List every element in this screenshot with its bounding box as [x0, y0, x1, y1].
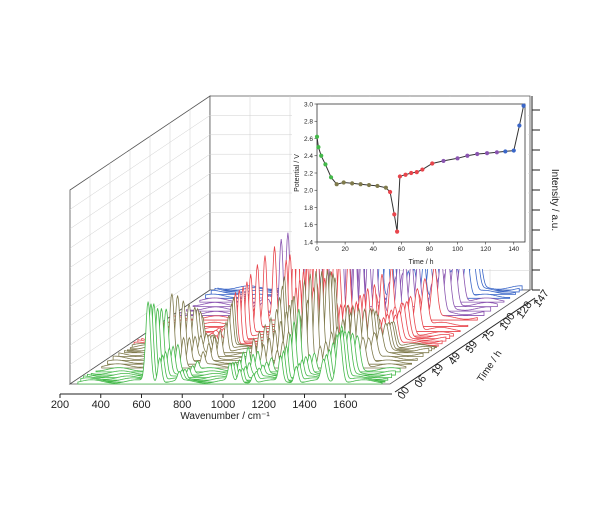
inset-x-tick-label: 120 [480, 246, 491, 253]
inset-x-tick-label: 100 [452, 246, 463, 253]
time-tick-label: 00 [396, 385, 413, 402]
x-ticks: 200 400 600 800 1000 1200 1400 1600 [51, 394, 357, 411]
inset-x-label: Time / h [408, 259, 433, 266]
inset-data-point [484, 151, 490, 156]
time-tick-mark [533, 299, 539, 302]
inset-y-tick-label: 2.2 [304, 170, 313, 177]
inset-y-tick-label: 2.4 [304, 153, 313, 160]
grid-line [69, 212, 211, 307]
inset-data-point [403, 172, 408, 177]
inset-ticks: 1.4 1.6 1.8 2.0 2.2 2.4 2.6 2.8 3.0 0 20 40 60 80 100 1… [304, 101, 520, 253]
grid-line [69, 231, 211, 327]
time-tick-mark [516, 311, 522, 313]
inset-data-point [375, 183, 380, 189]
inset-x-tick-label: 0 [315, 246, 319, 253]
inset-data-point [392, 212, 397, 217]
time-axis-line [394, 297, 536, 393]
inset-data-point [358, 182, 363, 187]
x-tick-label: 200 [51, 399, 69, 411]
time-tick-mark [414, 380, 420, 382]
time-tick-mark [465, 345, 471, 348]
inset-y-label: Potential / V [294, 154, 301, 192]
grid-line [69, 153, 211, 249]
inset-chart: 1.4 1.6 1.8 2.0 2.2 2.4 2.6 2.8 3.0 0 20 40 60 80 100 1… [292, 97, 528, 269]
time-axis-label: Time / h [475, 349, 504, 385]
inset-x-tick-label: 60 [398, 246, 406, 253]
time-tick-label: 06 [413, 373, 430, 390]
inset-data-point [465, 153, 470, 158]
grid-line [69, 173, 211, 268]
time-tick-mark [448, 357, 454, 359]
x-tick-label: 600 [132, 399, 150, 411]
inset-data-point [395, 229, 400, 234]
x-tick-label: 1400 [292, 399, 316, 411]
inset-data-point [409, 170, 414, 176]
inset-y-tick-label: 1.8 [304, 205, 313, 212]
time-tick-label: 49 [447, 350, 464, 367]
intensity-ticks [532, 109, 540, 291]
time-tick-mark [431, 368, 437, 371]
time-tick-label: 59 [464, 339, 481, 356]
x-axis: 200 400 600 800 1000 1200 1400 1600 Wavenumber … [51, 393, 392, 422]
grid-line [69, 192, 211, 288]
inset-data-point [475, 151, 480, 157]
inset-y-tick-label: 3.0 [304, 101, 313, 108]
grid-line [69, 134, 211, 230]
time-tick-label: 147 [532, 288, 552, 310]
inset-data-point [341, 180, 346, 185]
inset-data-point [430, 161, 435, 166]
x-tick-label: 400 [92, 399, 110, 411]
time-tick-mark [482, 334, 488, 336]
inset-y-tick-label: 2.6 [304, 136, 313, 143]
inset-x-tick-label: 140 [508, 246, 519, 253]
intensity-axis-label: Intensity / a.u. [549, 169, 560, 231]
inset-y-tick-label: 2.8 [304, 119, 313, 126]
inset-data-point [503, 149, 508, 154]
inset-data-point [441, 158, 446, 164]
inset-data-point [328, 175, 334, 180]
time-tick-mark [397, 391, 403, 394]
time-tick-mark [499, 322, 505, 325]
inset-data-point [314, 134, 320, 139]
inset-data-point [517, 123, 522, 128]
inset-data-point [316, 145, 321, 150]
inset-data-point [494, 150, 499, 155]
inset-data-point [323, 162, 328, 167]
inset-data-point [455, 156, 460, 161]
inset-data-point [350, 181, 355, 186]
inset-data-point [334, 182, 339, 187]
time-tick-label: 19 [430, 362, 447, 379]
inset-data-point [420, 167, 425, 172]
x-tick-label: 1600 [333, 399, 357, 411]
inset-x-tick-label: 80 [426, 246, 434, 253]
intensity-axis: Intensity / a.u. [531, 96, 560, 291]
inset-data-point [521, 103, 526, 108]
inset-data-point [383, 185, 388, 190]
inset-background [292, 97, 528, 269]
x-tick-label: 800 [173, 399, 191, 411]
grid-line [69, 250, 211, 346]
inset-data-point [397, 174, 403, 179]
inset-data-point [366, 182, 372, 188]
inset-data-point [414, 170, 419, 175]
inset-data-point [319, 153, 324, 158]
grid-line [69, 115, 211, 210]
inset-data-point [387, 189, 393, 195]
time-tick-label: 75 [481, 327, 498, 344]
x-axis-label: Wavenumber / cm⁻¹ [180, 411, 270, 422]
inset-y-tick-label: 2.0 [304, 188, 313, 195]
inset-y-tick-label: 1.4 [304, 239, 313, 246]
inset-x-tick-label: 40 [370, 246, 378, 253]
inset-data-point [511, 148, 516, 153]
inset-markers [314, 103, 526, 234]
x-tick-label: 1000 [211, 399, 235, 411]
spectrum-series [77, 301, 383, 385]
grid-line [69, 270, 211, 365]
inset-y-tick-label: 1.6 [304, 222, 313, 229]
inset-x-tick-label: 20 [341, 246, 349, 253]
x-tick-label: 1200 [252, 399, 276, 411]
